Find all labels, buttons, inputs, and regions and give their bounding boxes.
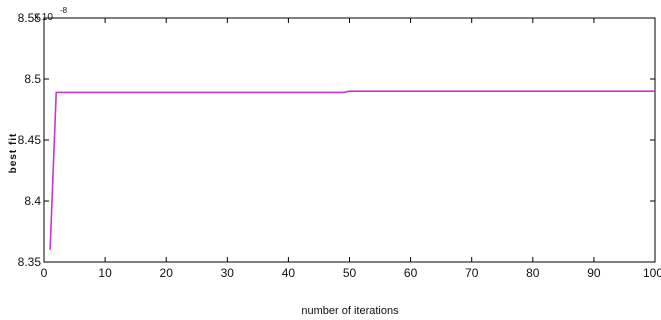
series-line <box>49 90 655 250</box>
x-tick-label: 40 <box>282 266 296 280</box>
tick-layer: 0 10 20 30 40 50 60 70 80 90 100 8.35 8.4 8.45 8.5 8.55 <box>18 11 661 280</box>
x-tick-label: 50 <box>343 266 357 280</box>
x-tick-label: 100 <box>643 266 661 280</box>
y-tick-label: 8.4 <box>24 194 41 208</box>
y-multiplier-exponent: -8 <box>60 6 68 15</box>
x-tick-label: 30 <box>221 266 235 280</box>
x-tick-label: 20 <box>160 266 174 280</box>
x-tick-label: 90 <box>587 266 601 280</box>
y-tick-label: 8.35 <box>18 255 42 269</box>
x-tick-label: 0 <box>41 266 48 280</box>
x-tick-label: 70 <box>465 266 479 280</box>
x-tick-label: 10 <box>98 266 112 280</box>
plot-layer <box>43 17 656 263</box>
y-tick-label: 8.45 <box>18 133 42 147</box>
y-axis-label: best fit <box>8 133 19 174</box>
y-tick-label: 8.5 <box>24 72 41 86</box>
plot-frame <box>43 17 656 263</box>
x-tick-label: 80 <box>526 266 540 280</box>
x-tick-label: 60 <box>404 266 418 280</box>
y-multiplier-base: x 10 <box>34 12 53 23</box>
x-axis-label: number of iterations <box>301 305 399 317</box>
y-tick-label: 8.55 <box>18 11 42 25</box>
